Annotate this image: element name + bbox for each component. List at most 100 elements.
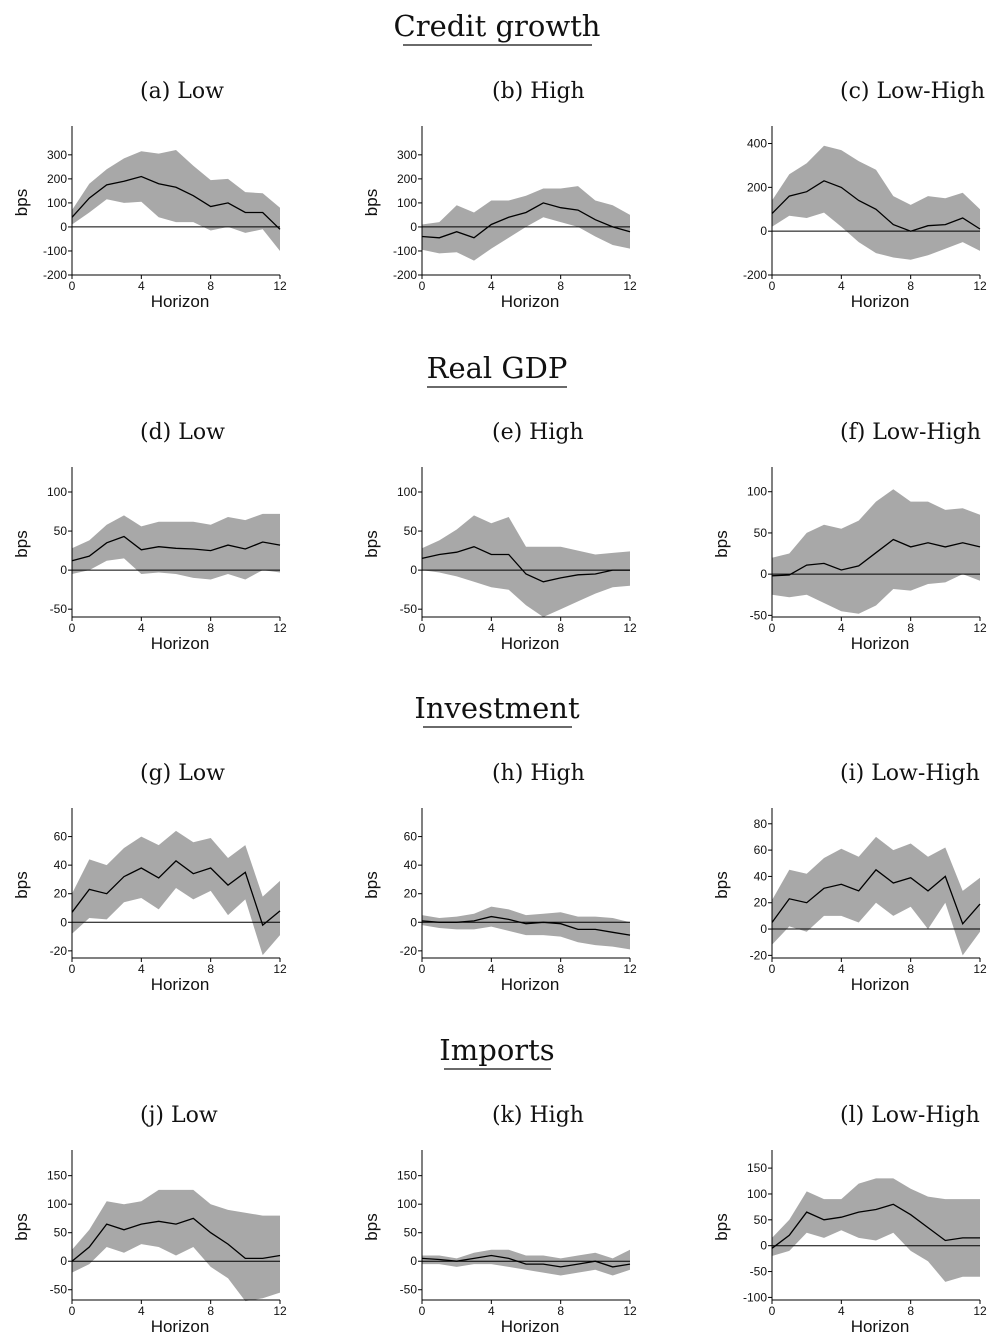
x-tick-label: 4 [138, 279, 145, 293]
y-tick-label: 100 [47, 1197, 67, 1211]
y-axis-label: bps [12, 189, 31, 216]
x-tick-label: 8 [557, 962, 564, 976]
confidence-band [72, 830, 280, 956]
y-tick-label: 60 [404, 830, 418, 844]
y-axis-label: bps [362, 530, 381, 557]
panel-title: (c) Low-High [840, 79, 985, 104]
y-tick-label: 100 [747, 1187, 767, 1201]
x-tick-label: 12 [973, 962, 987, 976]
y-tick-label: -20 [400, 944, 418, 958]
y-tick-label: 0 [410, 1254, 417, 1268]
y-tick-label: 0 [410, 220, 417, 234]
y-tick-label: -20 [750, 948, 768, 962]
y-tick-label: 300 [397, 148, 417, 162]
y-tick-label: 100 [397, 1197, 417, 1211]
x-tick-label: 0 [69, 279, 76, 293]
x-tick-label: 8 [207, 1304, 214, 1318]
x-axis-label: Horizon [501, 975, 560, 994]
y-tick-label: -50 [50, 1283, 68, 1297]
section-title-imports: Imports [439, 1033, 555, 1070]
x-tick-label: 4 [488, 279, 495, 293]
x-tick-label: 0 [419, 621, 426, 635]
y-axis-label: bps [12, 1213, 31, 1240]
confidence-band [72, 1189, 280, 1302]
x-axis-label: Horizon [851, 634, 910, 653]
panel-a-credit-low: (a) Low -200 -100 0 100 200 300 0 4 8 12 Horizon bps [12, 79, 287, 311]
x-tick-label: 8 [557, 1304, 564, 1318]
x-axis-label: Horizon [501, 1317, 560, 1334]
y-tick-label: -50 [400, 1283, 418, 1297]
y-tick-label: 200 [47, 172, 67, 186]
x-axis-label: Horizon [851, 292, 910, 311]
panel-title: (j) Low [140, 1103, 218, 1128]
x-tick-label: 4 [838, 279, 845, 293]
y-tick-label: 100 [397, 196, 417, 210]
y-tick-label: 150 [397, 1169, 417, 1183]
y-tick-label: 100 [747, 485, 767, 499]
x-tick-label: 0 [419, 962, 426, 976]
confidence-band [772, 145, 980, 260]
y-tick-label: 50 [754, 1213, 768, 1227]
y-tick-label: 20 [54, 887, 68, 901]
x-tick-label: 0 [69, 962, 76, 976]
x-tick-label: 4 [838, 1304, 845, 1318]
confidence-band [772, 1178, 980, 1282]
x-tick-label: 0 [769, 1304, 776, 1318]
panel-title: (f) Low-High [840, 420, 981, 445]
y-tick-label: 100 [397, 485, 417, 499]
x-tick-label: 0 [769, 279, 776, 293]
y-tick-label: 0 [760, 567, 767, 581]
x-tick-label: 0 [69, 1304, 76, 1318]
confidence-band [72, 513, 280, 580]
section-title-investment: Investment [414, 691, 580, 728]
y-axis-label: bps [712, 871, 731, 898]
point-estimate-line [71, 175, 281, 230]
x-axis-label: Horizon [151, 634, 210, 653]
point-estimate-line [71, 1217, 281, 1262]
y-tick-label: -50 [750, 1265, 768, 1279]
x-tick-label: 12 [273, 962, 287, 976]
y-tick-label: 0 [760, 1239, 767, 1253]
y-tick-label: -50 [750, 608, 768, 622]
x-tick-label: 12 [973, 1304, 987, 1318]
x-axis-label: Horizon [151, 292, 210, 311]
x-tick-label: 12 [623, 279, 637, 293]
x-axis-label: Horizon [851, 975, 910, 994]
y-axis-label: bps [362, 189, 381, 216]
svg-text:Imports: Imports [439, 1033, 554, 1067]
y-tick-label: 300 [47, 148, 67, 162]
svg-text:Investment: Investment [414, 691, 580, 725]
y-tick-label: 0 [410, 915, 417, 929]
y-tick-label: 50 [54, 1226, 68, 1240]
x-tick-label: 8 [907, 621, 914, 635]
y-tick-label: 0 [760, 224, 767, 238]
point-estimate-line [421, 915, 631, 936]
panel-title: (e) High [492, 420, 584, 445]
y-tick-label: 0 [60, 563, 67, 577]
y-tick-label: 50 [754, 526, 768, 540]
x-tick-label: 12 [273, 621, 287, 635]
svg-text:Credit growth: Credit growth [394, 9, 601, 43]
x-tick-label: 12 [623, 962, 637, 976]
y-axis-label: bps [12, 871, 31, 898]
confidence-band [422, 906, 630, 950]
panel-title: (i) Low-High [840, 761, 980, 786]
y-axis-label: bps [12, 530, 31, 557]
x-tick-label: 0 [769, 621, 776, 635]
y-tick-label: -100 [743, 1290, 767, 1304]
y-tick-label: 150 [747, 1161, 767, 1175]
y-tick-label: 20 [754, 896, 768, 910]
x-tick-label: 8 [207, 621, 214, 635]
y-tick-label: 0 [60, 915, 67, 929]
panel-b-credit-high: (b) High -200 -100 0 100 200 300 0 4 8 12 Horizon bp… [362, 79, 637, 311]
x-tick-label: 8 [207, 962, 214, 976]
y-axis-label: bps [362, 871, 381, 898]
y-tick-label: -100 [393, 244, 417, 258]
y-axis-label: bps [712, 530, 731, 557]
y-axis-label: bps [362, 1213, 381, 1240]
y-tick-label: 50 [404, 1226, 418, 1240]
panel-title: (d) Low [140, 420, 225, 445]
